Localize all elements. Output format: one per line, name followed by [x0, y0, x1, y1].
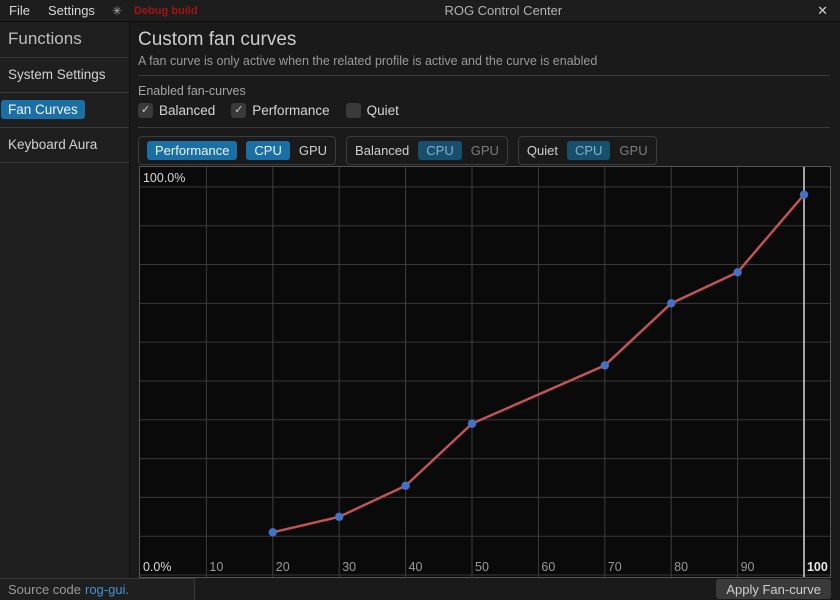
separator	[138, 127, 830, 128]
tab-group-balanced: Balanced CPU GPU	[346, 136, 508, 165]
axis-tick-label: 20	[276, 560, 290, 574]
menu-settings[interactable]: Settings	[47, 3, 95, 18]
curve-point[interactable]	[799, 190, 809, 199]
axis-tick-label: 0.0%	[143, 560, 171, 574]
checkbox-label: Performance	[252, 103, 330, 118]
enabled-fan-curves-label: Enabled fan-curves	[138, 84, 246, 98]
checkbox-box: ✓	[231, 103, 247, 118]
sidebar: Functions System Settings Fan Curves Key…	[0, 22, 130, 578]
fan-curve-line	[272, 193, 805, 534]
window-title: ROG Control Center	[444, 3, 563, 18]
tab-balanced[interactable]: Balanced	[355, 143, 410, 158]
axis-tick-label: 100	[807, 560, 828, 574]
axis-tick-label: 50	[475, 560, 489, 574]
tab-group-performance: Performance CPU GPU	[138, 136, 337, 165]
axis-tick-label: 70	[608, 560, 622, 574]
sidebar-item-label: Keyboard Aura	[8, 137, 98, 152]
page-title: Custom fan curves	[138, 29, 297, 50]
page-subtitle: A fan curve is only active when the rela…	[138, 54, 598, 68]
bottom-bar: Source code rog-gui. Apply Fan-curve	[0, 578, 840, 600]
tab-quiet[interactable]: Quiet	[526, 143, 558, 158]
tab-performance-cpu[interactable]: CPU	[246, 141, 290, 160]
tab-performance[interactable]: Performance	[147, 141, 238, 160]
tab-balanced-gpu[interactable]: GPU	[470, 143, 499, 158]
fan-curve-chart[interactable]: 10 20 30 40 50 60 70 80 90 100 100.0% 0.0%	[139, 166, 831, 578]
tab-performance-gpu[interactable]: GPU	[298, 143, 328, 158]
checkbox-quiet[interactable]: ✓ Quiet	[345, 103, 399, 118]
curve-point[interactable]	[467, 419, 477, 428]
axis-tick-label: 40	[409, 560, 423, 574]
check-icon: ✓	[140, 104, 151, 116]
enabled-checkbox-row: ✓ Balanced ✓ Performance ✓ Quiet	[138, 103, 840, 118]
axis-tick-label: 100.0%	[143, 171, 185, 185]
sidebar-item-fan-curves[interactable]: Fan Curves	[0, 93, 129, 128]
sidebar-item-label: System Settings	[8, 67, 106, 82]
fan-curve-plot: 10 20 30 40 50 60 70 80 90 100 100.0% 0.0%	[140, 167, 830, 577]
sidebar-item-label: Fan Curves	[1, 100, 85, 119]
axis-tick-label: 90	[741, 560, 755, 574]
debug-build-badge: Debug build	[134, 4, 198, 17]
checkbox-performance[interactable]: ✓ Performance	[231, 103, 330, 118]
tab-balanced-cpu[interactable]: CPU	[418, 141, 462, 160]
close-icon[interactable]: ✕	[817, 2, 828, 18]
titlebar: File Settings ✳ Debug build ROG Control …	[0, 0, 840, 22]
profile-tabs-row: Performance CPU GPU Balanced CPU GPU Qui…	[138, 136, 840, 165]
sidebar-item-keyboard-aura[interactable]: Keyboard Aura	[0, 128, 129, 163]
theme-toggle-icon[interactable]: ✳	[111, 3, 122, 18]
sidebar-header: Functions	[0, 22, 128, 58]
axis-tick-label: 10	[209, 560, 223, 574]
sidebar-item-system-settings[interactable]: System Settings	[0, 58, 129, 93]
curve-point[interactable]	[268, 528, 277, 537]
curve-point[interactable]	[335, 512, 344, 521]
checkbox-label: Quiet	[366, 103, 399, 118]
axis-tick-label: 60	[541, 560, 555, 574]
apply-fan-curve-button[interactable]: Apply Fan-curve	[716, 579, 831, 599]
source-code-label: Source code	[8, 582, 81, 597]
checkbox-balanced[interactable]: ✓ Balanced	[138, 103, 215, 118]
checkbox-box: ✓	[138, 103, 153, 118]
axis-tick-label: 80	[674, 560, 688, 574]
tab-quiet-gpu[interactable]: GPU	[619, 143, 648, 158]
checkbox-box: ✓	[345, 103, 361, 118]
main-panel: Custom fan curves A fan curve is only ac…	[130, 22, 840, 578]
axis-tick-label: 30	[342, 560, 356, 574]
separator	[138, 75, 830, 76]
source-code-link[interactable]: rog-gui.	[85, 582, 130, 597]
check-icon: ✓	[234, 104, 244, 116]
curve-point[interactable]	[667, 299, 676, 308]
curve-point[interactable]	[600, 361, 609, 370]
curve-point[interactable]	[733, 268, 742, 277]
tab-quiet-cpu[interactable]: CPU	[566, 141, 611, 160]
curve-point[interactable]	[401, 481, 410, 490]
source-code-box: Source code rog-gui.	[0, 578, 195, 600]
menu-file[interactable]: File	[9, 3, 30, 18]
tab-group-quiet: Quiet CPU GPU	[517, 136, 657, 165]
checkbox-label: Balanced	[159, 103, 216, 118]
